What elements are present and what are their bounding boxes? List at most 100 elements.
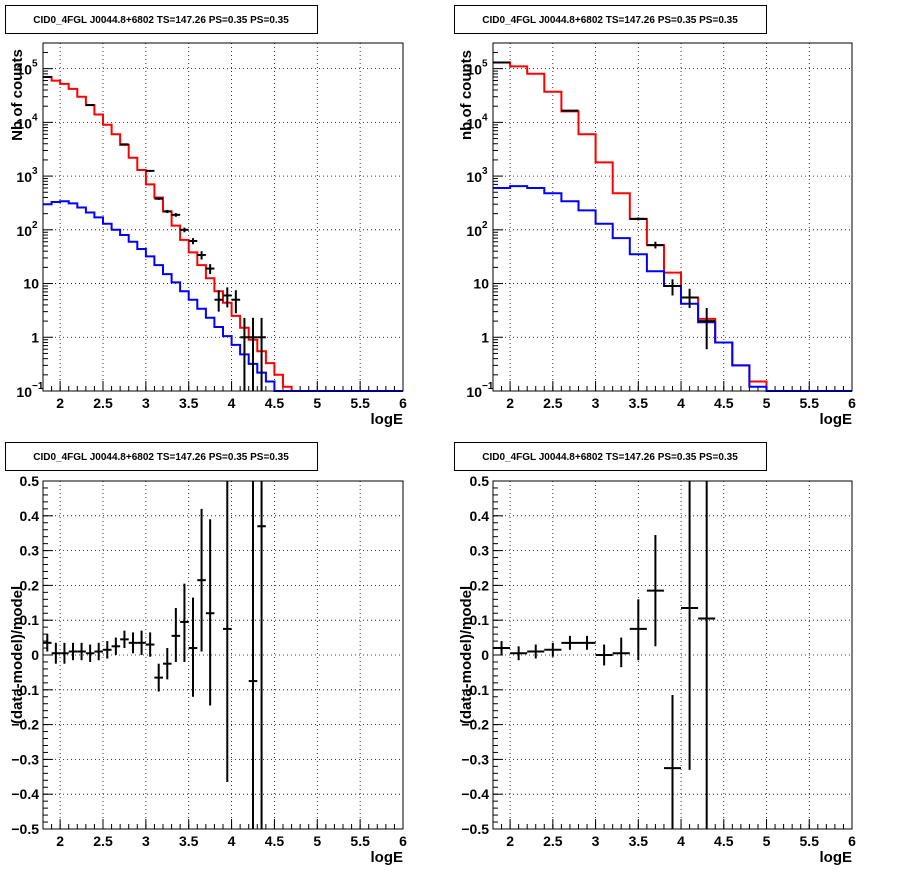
data-point	[171, 213, 181, 217]
y-tick-exponent: 4	[32, 112, 38, 123]
data-point	[698, 308, 716, 350]
data-point	[527, 644, 545, 659]
x-axis-title: logE	[371, 411, 404, 428]
x-tick-label: 2.5	[93, 395, 113, 411]
x-tick-label: 3.5	[179, 395, 199, 411]
data-point	[51, 642, 61, 664]
x-tick-label: 4	[677, 833, 685, 849]
data-point	[223, 287, 232, 308]
y-tick-exponent: 4	[482, 112, 488, 123]
x-tick-label: 6	[399, 395, 407, 411]
x-tick-label: 6	[848, 395, 856, 411]
chart-panel-3: CID0_4FGL J0044.8+6802 TS=147.26 PS=0.35…	[5, 442, 407, 866]
data-point	[197, 251, 206, 260]
y-tick-label: 0.2	[20, 577, 40, 593]
chart-title: CID0_4FGL J0044.8+6802 TS=147.26 PS=0.35…	[33, 452, 289, 463]
data-point	[231, 290, 241, 314]
plot-frame	[492, 480, 853, 830]
x-tick-label: 4	[677, 395, 685, 411]
data-point	[698, 481, 716, 829]
x-tick-label: 5.5	[350, 395, 370, 411]
y-axis-title: (data-model)/model	[458, 586, 475, 724]
chart-title: CID0_4FGL J0044.8+6802 TS=147.26 PS=0.35…	[482, 15, 738, 26]
y-tick-label: 0.3	[20, 543, 40, 559]
x-tick-label: 3.5	[179, 833, 199, 849]
data-point	[561, 635, 579, 650]
y-tick-label: 0.1	[20, 612, 40, 628]
data-point	[595, 644, 613, 666]
data-point	[205, 519, 215, 706]
title-box	[454, 5, 767, 34]
data-point	[544, 642, 562, 657]
y-tick-label: 10	[23, 276, 39, 292]
x-tick-label: 4	[228, 395, 236, 411]
x-tick-label: 3	[592, 833, 600, 849]
x-tick-label: 6	[848, 833, 856, 849]
x-axis-title: logE	[820, 411, 853, 428]
data-point	[663, 695, 682, 829]
y-axis-title: Nb of counts	[9, 49, 26, 141]
chart-panel-1: CID0_4FGL J0044.8+6802 TS=147.26 PS=0.35…	[5, 5, 407, 428]
plot-frame	[492, 42, 853, 392]
data-point	[188, 238, 198, 245]
x-axis-title: logE	[371, 849, 404, 866]
data-point	[85, 644, 95, 662]
title-box	[454, 442, 767, 471]
data-point	[128, 632, 138, 654]
y-axis-title: nb of counts	[458, 50, 475, 140]
data-point	[240, 317, 249, 391]
x-axis-title: logE	[820, 849, 853, 866]
data-point	[111, 637, 121, 655]
x-tick-label: 3.5	[629, 833, 649, 849]
data-point	[154, 197, 163, 200]
y-tick-label: 0.4	[470, 508, 490, 524]
data-point	[205, 264, 215, 275]
data-point	[629, 217, 647, 221]
x-tick-label: 6	[399, 833, 407, 849]
data-point	[120, 143, 129, 146]
x-tick-label: 5.5	[350, 833, 370, 849]
data-point	[145, 632, 155, 657]
y-tick-exponent: 5	[482, 59, 488, 70]
data-point	[85, 104, 95, 107]
y-tick-label: 10	[473, 276, 489, 292]
y-tick-exponent: 3	[32, 166, 38, 177]
data-point	[612, 637, 630, 668]
title-box	[5, 442, 318, 471]
data-point	[180, 583, 189, 662]
plot-frame	[42, 42, 404, 392]
y-tick-label: −0.5	[461, 821, 489, 837]
data-point	[493, 641, 511, 655]
x-tick-label: 4.5	[265, 833, 285, 849]
y-tick-label: 0.3	[470, 543, 490, 559]
data-point	[248, 317, 258, 391]
x-tick-label: 2	[56, 833, 64, 849]
x-tick-label: 2	[56, 395, 64, 411]
y-tick-label: 0.1	[470, 612, 490, 628]
data-point	[214, 290, 223, 312]
y-tick-label: 1	[481, 329, 489, 345]
plot-frame	[42, 480, 404, 830]
y-tick-label: 10	[16, 223, 32, 239]
data-point	[43, 75, 52, 78]
x-tick-label: 3.5	[629, 395, 649, 411]
x-tick-label: 4	[228, 833, 236, 849]
data-point	[561, 109, 579, 112]
data-point	[257, 317, 266, 391]
data-point	[171, 608, 181, 662]
y-tick-exponent: −1	[32, 381, 44, 392]
data-point	[103, 641, 112, 659]
y-tick-exponent: 5	[32, 59, 38, 70]
y-tick-exponent: 2	[482, 220, 488, 231]
x-tick-label: 4.5	[265, 395, 285, 411]
x-tick-label: 2	[506, 833, 514, 849]
chart-title: CID0_4FGL J0044.8+6802 TS=147.26 PS=0.35…	[482, 452, 738, 463]
y-tick-label: 0.2	[470, 577, 490, 593]
x-tick-label: 3	[592, 395, 600, 411]
y-tick-label: 10	[16, 62, 32, 78]
model-curve-blue	[493, 185, 852, 392]
x-tick-label: 5.5	[800, 395, 820, 411]
y-tick-label: −0.1	[11, 682, 39, 698]
y-tick-label: −0.4	[461, 786, 489, 802]
